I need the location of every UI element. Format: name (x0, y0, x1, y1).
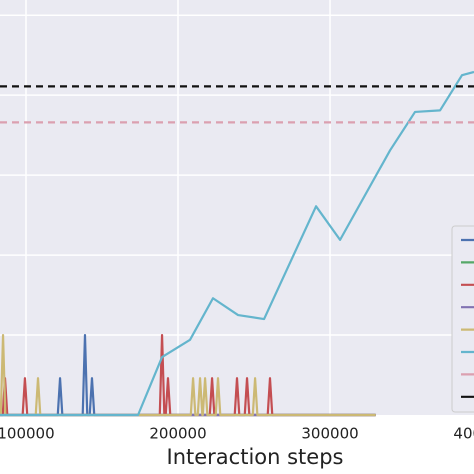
series-line (0, 333, 376, 417)
x-tick-label: 300000 (301, 425, 358, 443)
series-line (0, 70, 474, 417)
x-axis-label: Interaction steps (167, 445, 344, 469)
legend (451, 225, 474, 413)
x-tick-label: 100000 (0, 425, 55, 443)
x-tick-label: 200000 (149, 425, 206, 443)
plot-area (0, 0, 474, 415)
x-tick-label: 400000 (453, 425, 474, 443)
